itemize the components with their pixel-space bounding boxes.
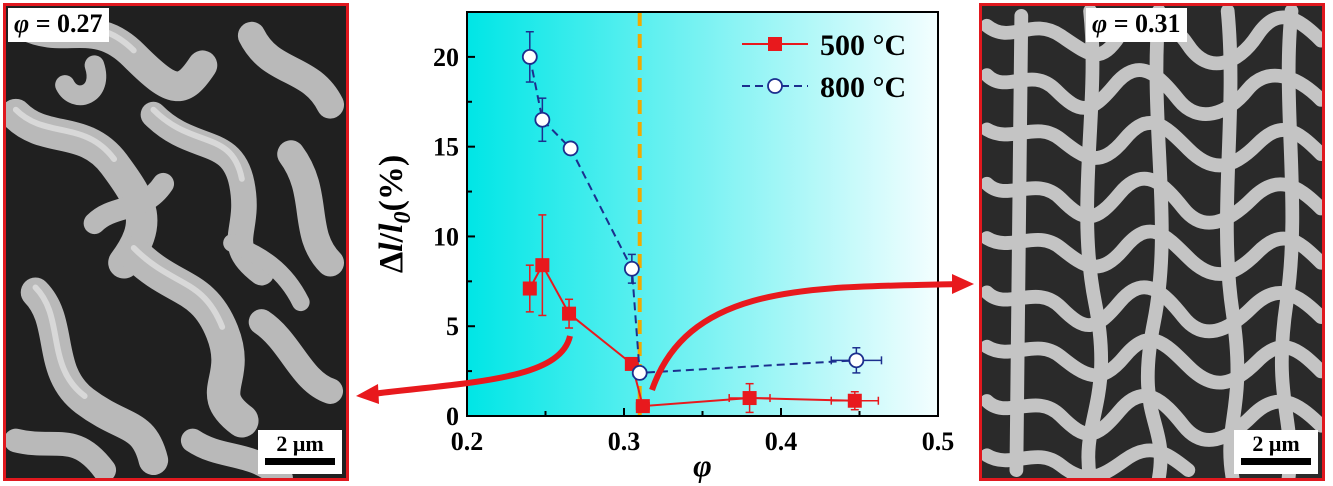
- x-tick-label: 0.5: [922, 427, 955, 456]
- square-marker: [562, 306, 577, 321]
- circle-marker: [631, 365, 648, 381]
- circle-marker: [623, 260, 640, 277]
- square-marker: [535, 258, 550, 273]
- phi-symbol: φ: [1092, 9, 1108, 38]
- circle-marker: [562, 140, 579, 157]
- scale-bar-line: [1241, 458, 1311, 465]
- scale-bar-label: 2 μm: [1252, 431, 1300, 456]
- x-tick-label: 0.3: [608, 427, 641, 456]
- data-point: [623, 253, 640, 284]
- legend-square-marker: [768, 37, 782, 51]
- data-point: [562, 140, 579, 157]
- data-point: [830, 391, 880, 411]
- square-marker: [742, 391, 757, 406]
- square-marker: [635, 399, 650, 414]
- data-point: [624, 356, 639, 371]
- y-axis-label-part: 0: [390, 211, 416, 223]
- x-axis-label: φ: [693, 447, 712, 483]
- phi-value: = 0.31: [1107, 9, 1181, 38]
- data-point: [635, 399, 650, 414]
- y-tick-label: 5: [446, 312, 459, 341]
- circle-marker: [848, 352, 865, 369]
- y-tick-label: 15: [433, 133, 459, 162]
- sem-image-phi-031: φ = 0.31 2 μm: [979, 3, 1325, 481]
- y-axis-label-part: Δ: [373, 252, 410, 273]
- data-point: [534, 97, 551, 143]
- scale-bar-label: 2 μm: [276, 431, 324, 456]
- circle-marker: [521, 48, 538, 65]
- y-axis-label-part: /: [373, 232, 410, 243]
- legend-label: 500 °C: [820, 29, 906, 62]
- scale-bar-right: 2 μm: [1234, 430, 1318, 474]
- x-tick-label: 0.2: [451, 427, 484, 456]
- y-axis-label-part: l: [373, 223, 410, 233]
- x-tick-label: 0.4: [765, 427, 798, 456]
- sem-image-phi-027: φ = 0.27 2 μm: [3, 3, 349, 481]
- data-point: [631, 365, 648, 381]
- square-marker: [522, 281, 537, 296]
- phi-label-left: φ = 0.27: [8, 8, 109, 42]
- y-axis-label-part: l: [373, 242, 410, 252]
- phi-label-right: φ = 0.31: [1086, 8, 1187, 42]
- legend-label: 800 °C: [820, 71, 906, 104]
- legend-entry: 800 °C: [742, 71, 906, 104]
- y-axis-label-part: (%): [373, 155, 410, 212]
- legend-entry: 500 °C: [742, 29, 906, 62]
- y-tick-label: 20: [433, 43, 459, 72]
- scale-bar-left: 2 μm: [258, 430, 342, 474]
- square-marker: [847, 393, 862, 408]
- data-point: [522, 264, 537, 313]
- legend-circle-marker: [767, 78, 783, 94]
- data-point: [521, 31, 538, 83]
- phi-value: = 0.27: [29, 9, 103, 38]
- sem-micrograph-fine: [982, 6, 1322, 478]
- phi-symbol: φ: [14, 9, 30, 38]
- data-point: [562, 298, 577, 329]
- y-tick-label: 10: [433, 222, 459, 251]
- y-tick-label: 0: [446, 402, 459, 431]
- data-point: [535, 214, 550, 317]
- circle-marker: [534, 111, 551, 128]
- scale-bar-line: [265, 458, 335, 465]
- sem-micrograph-coarse: [6, 6, 346, 478]
- y-axis-label: Δl/l0(%): [373, 155, 416, 273]
